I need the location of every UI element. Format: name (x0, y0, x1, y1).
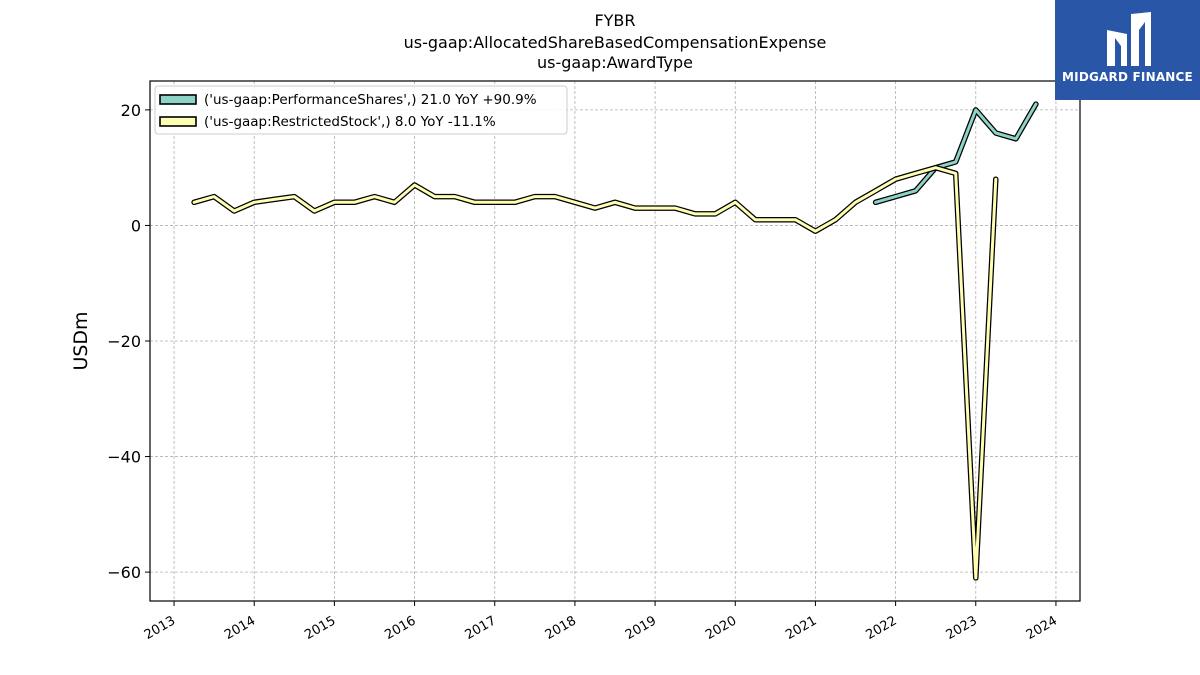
legend: ('us-gaap:PerformanceShares',) 21.0 YoY … (154, 85, 568, 135)
series-outline-restricted-stock (191, 164, 999, 581)
y-tick-label: −60 (107, 563, 141, 582)
x-tick-label: 2016 (382, 613, 418, 643)
x-tick-label: 2015 (302, 613, 338, 643)
midgard-logo-icon (1107, 12, 1151, 66)
axis-ticks: 2013 2014 2015 2016 2017 2018 2019 2020 2021 2022… (107, 101, 1060, 643)
x-tick-label: 2019 (623, 613, 659, 643)
y-tick-label: 0 (131, 216, 141, 235)
chart-subtitle-line-2: us-gaap:AwardType (537, 53, 693, 72)
x-tick-label: 2021 (783, 613, 819, 643)
series-line-restricted-stock (192, 166, 998, 580)
series-lines (191, 101, 1039, 581)
grid (150, 81, 1080, 601)
x-tick-label: 2023 (944, 613, 980, 643)
chart-subtitle-line-1: us-gaap:AllocatedShareBasedCompensationE… (404, 33, 827, 52)
chart-title: FYBR (594, 11, 635, 30)
midgard-finance-logo: MIDGARD FINANCE (1055, 0, 1200, 100)
x-tick-label: 2018 (543, 613, 579, 643)
y-tick-label: 20 (121, 101, 141, 120)
y-tick-label: −20 (107, 332, 141, 351)
x-tick-label: 2014 (222, 613, 258, 643)
legend-label-performance-shares: ('us-gaap:PerformanceShares',) 21.0 YoY … (204, 92, 537, 108)
legend-swatch-performance-shares (159, 94, 197, 105)
x-tick-label: 2017 (463, 613, 499, 643)
x-tick-label: 2024 (1024, 613, 1060, 643)
legend-swatch-restricted-stock (159, 116, 197, 127)
logo-text: MIDGARD FINANCE (1062, 70, 1193, 84)
x-tick-label: 2020 (703, 613, 739, 643)
series-line-performance-shares (874, 102, 1038, 204)
y-axis-label: USDm (70, 311, 92, 370)
y-tick-label: −40 (107, 448, 141, 467)
legend-label-restricted-stock: ('us-gaap:RestrictedStock',) 8.0 YoY -11… (204, 114, 496, 130)
x-tick-label: 2022 (863, 613, 899, 643)
legend-box (154, 85, 568, 135)
x-tick-label: 2013 (142, 613, 178, 643)
